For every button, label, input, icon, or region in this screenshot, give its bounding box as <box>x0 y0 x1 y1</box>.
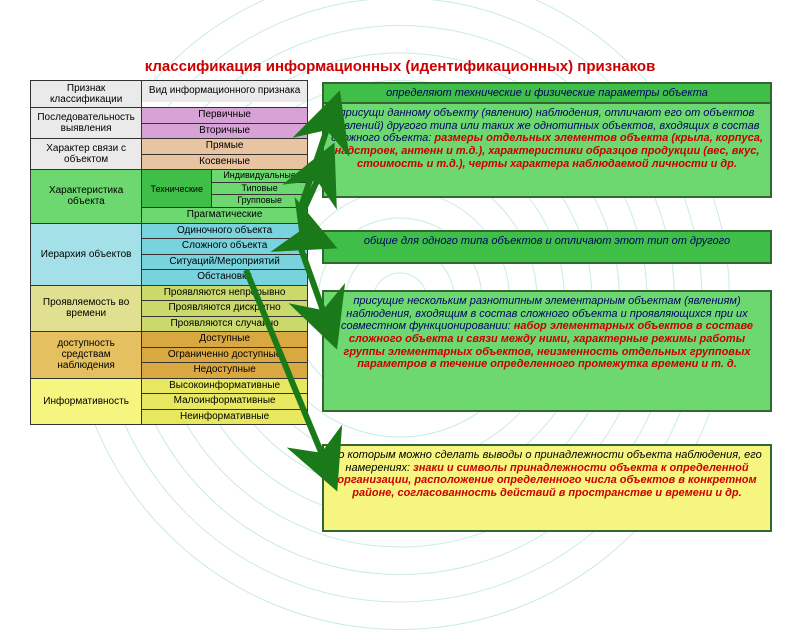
description-box: присущи данному объекту (явлению) наблюд… <box>322 102 772 198</box>
table-cell: Неинформативные <box>142 410 307 425</box>
table-row-left: Информативность <box>31 379 142 425</box>
table-cell: Ситуаций/Мероприятий <box>142 255 307 271</box>
table-cell: Недоступные <box>142 363 307 378</box>
table-cell: Доступные <box>142 332 307 348</box>
table-cell: Сложного объекта <box>142 239 307 255</box>
table-row-left: доступность средствам наблюдения <box>31 332 142 378</box>
table-mini-cell: Индивидуальные <box>212 170 307 183</box>
table-cell: Прагматические <box>142 208 307 223</box>
description-box: по которым можно сделать выводы о принад… <box>322 444 772 532</box>
table-subcell-left: Технические <box>142 170 212 207</box>
table-cell: Косвенные <box>142 155 307 170</box>
table-cell: Проявляются дискретно <box>142 301 307 317</box>
description-prefix: определяют технические и физические пара… <box>386 87 708 99</box>
table-cell: Ограниченно доступные <box>142 348 307 364</box>
page-title: классификация информационных (идентифика… <box>0 58 800 75</box>
table-row-left: Иерархия объектов <box>31 224 142 285</box>
table-cell: Малоинформативные <box>142 394 307 410</box>
table-header-right: Вид информационного признака <box>142 81 307 102</box>
classification-table: Признак классификацииВид информационного… <box>30 80 308 425</box>
description-box: общие для одного типа объектов и отличаю… <box>322 230 772 264</box>
table-header-left: Признак классификации <box>31 81 142 107</box>
table-row-left: Проявляемость во времени <box>31 286 142 332</box>
description-prefix: общие для одного типа объектов и отличаю… <box>364 235 730 247</box>
table-cell: Проявляются случайно <box>142 317 307 332</box>
table-mini-cell: Групповые <box>212 195 307 207</box>
table-row-left: Характер связи с объектом <box>31 139 142 169</box>
table-row-left: Последовательность выявления <box>31 108 142 138</box>
table-row-left: Характеристика объекта <box>31 170 142 223</box>
table-cell: Вторичные <box>142 124 307 139</box>
table-cell: Одиночного объекта <box>142 224 307 240</box>
description-box: присущие нескольким разнотипным элемента… <box>322 290 772 412</box>
table-mini-cell: Типовые <box>212 183 307 196</box>
table-cell: Обстановки <box>142 270 307 285</box>
table-cell: Первичные <box>142 108 307 124</box>
table-cell: Высокоинформативные <box>142 379 307 395</box>
table-cell: Проявляются непрерывно <box>142 286 307 302</box>
table-cell: Прямые <box>142 139 307 155</box>
